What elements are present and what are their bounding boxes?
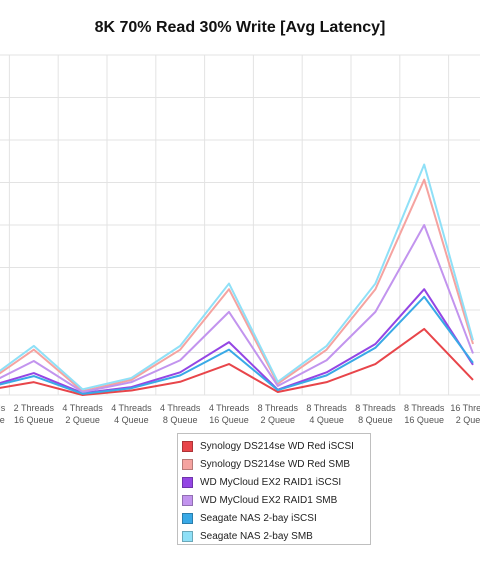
legend-swatch xyxy=(182,530,193,542)
series-line-2 xyxy=(0,178,474,393)
x-tick-label: 8 Threads 4 Queue xyxy=(306,403,347,425)
x-tick-label: 2 Threads 16 Queue xyxy=(14,403,55,425)
x-tick-label: 8 Threads 8 Queue xyxy=(355,403,396,425)
x-tick-label: 4 Threads 2 Queue xyxy=(62,403,103,425)
legend-label: Seagate NAS 2-bay SMB xyxy=(200,530,313,542)
legend-swatch xyxy=(182,440,193,452)
x-tick-label: 8 Threads 16 Queue xyxy=(404,403,445,425)
legend-item[interactable]: WD MyCloud EX2 RAID1 iSCSI xyxy=(182,473,370,491)
legend-item[interactable]: Synology DS214se WD Red iSCSI xyxy=(182,437,370,455)
legend-item[interactable]: Seagate NAS 2-bay SMB xyxy=(182,527,370,545)
legend-item[interactable]: WD MyCloud EX2 RAID1 SMB xyxy=(182,491,370,509)
legend-swatch xyxy=(182,476,193,488)
legend-label: Seagate NAS 2-bay iSCSI xyxy=(200,512,317,524)
legend-swatch xyxy=(182,512,193,524)
legend-label: WD MyCloud EX2 RAID1 SMB xyxy=(200,494,338,506)
chart-title: 8K 70% Read 30% Write [Avg Latency] xyxy=(94,19,386,36)
series-line-4 xyxy=(0,224,474,393)
series-line-6 xyxy=(0,163,474,391)
legend: Synology DS214se WD Red iSCSI Synology DS… xyxy=(177,433,371,545)
legend-label: Synology DS214se WD Red SMB xyxy=(200,458,351,470)
x-tick-label: 4 Threads 4 Queue xyxy=(111,403,152,425)
legend-label: WD MyCloud EX2 RAID1 iSCSI xyxy=(200,476,342,488)
x-tick-label: 8 Threads 2 Queue xyxy=(258,403,299,425)
series-line-3 xyxy=(0,288,474,395)
legend-label: Synology DS214se WD Red iSCSI xyxy=(200,440,354,452)
x-tick-label: 4 Threads 16 Queue xyxy=(209,403,250,425)
series-line-5 xyxy=(0,295,474,395)
legend-item[interactable]: Seagate NAS 2-bay iSCSI xyxy=(182,509,370,527)
legend-swatch xyxy=(182,458,193,470)
x-tick-label: 4 Threads 8 Queue xyxy=(160,403,201,425)
legend-item[interactable]: Synology DS214se WD Red SMB xyxy=(182,455,370,473)
series-lines xyxy=(0,163,474,396)
legend-swatch xyxy=(182,494,193,506)
grid xyxy=(0,54,480,396)
series-line-1 xyxy=(0,327,474,396)
